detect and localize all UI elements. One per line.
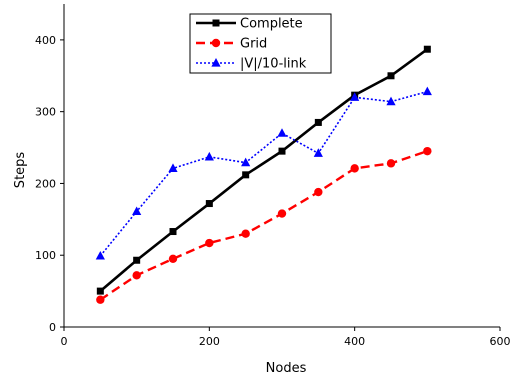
legend-label: Complete: [240, 17, 303, 32]
data-point: [313, 148, 323, 157]
data-point: [386, 159, 396, 168]
series-circle: [96, 146, 432, 304]
data-point: [423, 146, 432, 156]
series-line: [99, 150, 428, 301]
data-point: [350, 164, 359, 173]
x-tick-label: 400: [344, 335, 365, 348]
legend-marker: [212, 19, 220, 27]
data-point: [205, 200, 213, 208]
data-point: [96, 287, 104, 295]
data-point: [277, 128, 287, 137]
data-point: [314, 187, 323, 197]
legend-marker: [211, 58, 221, 67]
legend: Complete Grid |V|/10-link: [189, 13, 332, 74]
legend-label: |V|/10-link: [240, 57, 307, 72]
data-point: [277, 209, 287, 218]
y-tick-label: 100: [35, 249, 56, 262]
legend-item: Grid: [196, 37, 267, 52]
x-axis-title: Nodes: [266, 361, 307, 376]
series-line: [99, 48, 429, 293]
data-point: [423, 45, 431, 53]
y-ticks: 0 100 200 300 400: [35, 34, 64, 334]
data-point: [278, 147, 286, 155]
data-point: [350, 92, 360, 101]
plot-area: 0 200 400 600 0 100 200 300 400: [35, 4, 511, 348]
data-point: [241, 229, 250, 238]
data-point: [422, 86, 432, 96]
legend-label: Grid: [240, 37, 267, 52]
data-point: [387, 72, 395, 80]
x-tick-label: 0: [61, 335, 68, 348]
y-tick-label: 300: [35, 106, 56, 119]
x-ticks: 0 200 400 600: [61, 327, 511, 348]
data-point: [205, 238, 214, 248]
data-point: [242, 171, 250, 179]
data-point: [168, 163, 178, 172]
x-tick-label: 600: [490, 335, 511, 348]
data-point: [132, 206, 142, 216]
data-point: [386, 96, 396, 106]
y-axis-title: Steps: [13, 152, 28, 189]
legend-marker: [211, 38, 221, 48]
y-tick-label: 400: [35, 34, 56, 47]
data-point: [241, 157, 251, 167]
data-point: [133, 256, 141, 264]
series-line: [99, 90, 428, 257]
series-layer: [95, 45, 432, 304]
legend-item: Complete: [196, 17, 303, 32]
data-point: [95, 250, 105, 260]
x-tick-label: 200: [199, 335, 220, 348]
series-triangle: [95, 86, 432, 260]
data-point: [168, 254, 178, 264]
y-tick-label: 200: [35, 177, 56, 190]
data-point: [204, 151, 214, 161]
data-point: [96, 295, 105, 304]
legend-item: |V|/10-link: [196, 57, 307, 72]
series-square: [96, 45, 431, 295]
data-point: [132, 271, 141, 280]
data-point: [314, 118, 322, 126]
y-tick-label: 0: [49, 321, 56, 334]
data-point: [169, 228, 177, 236]
